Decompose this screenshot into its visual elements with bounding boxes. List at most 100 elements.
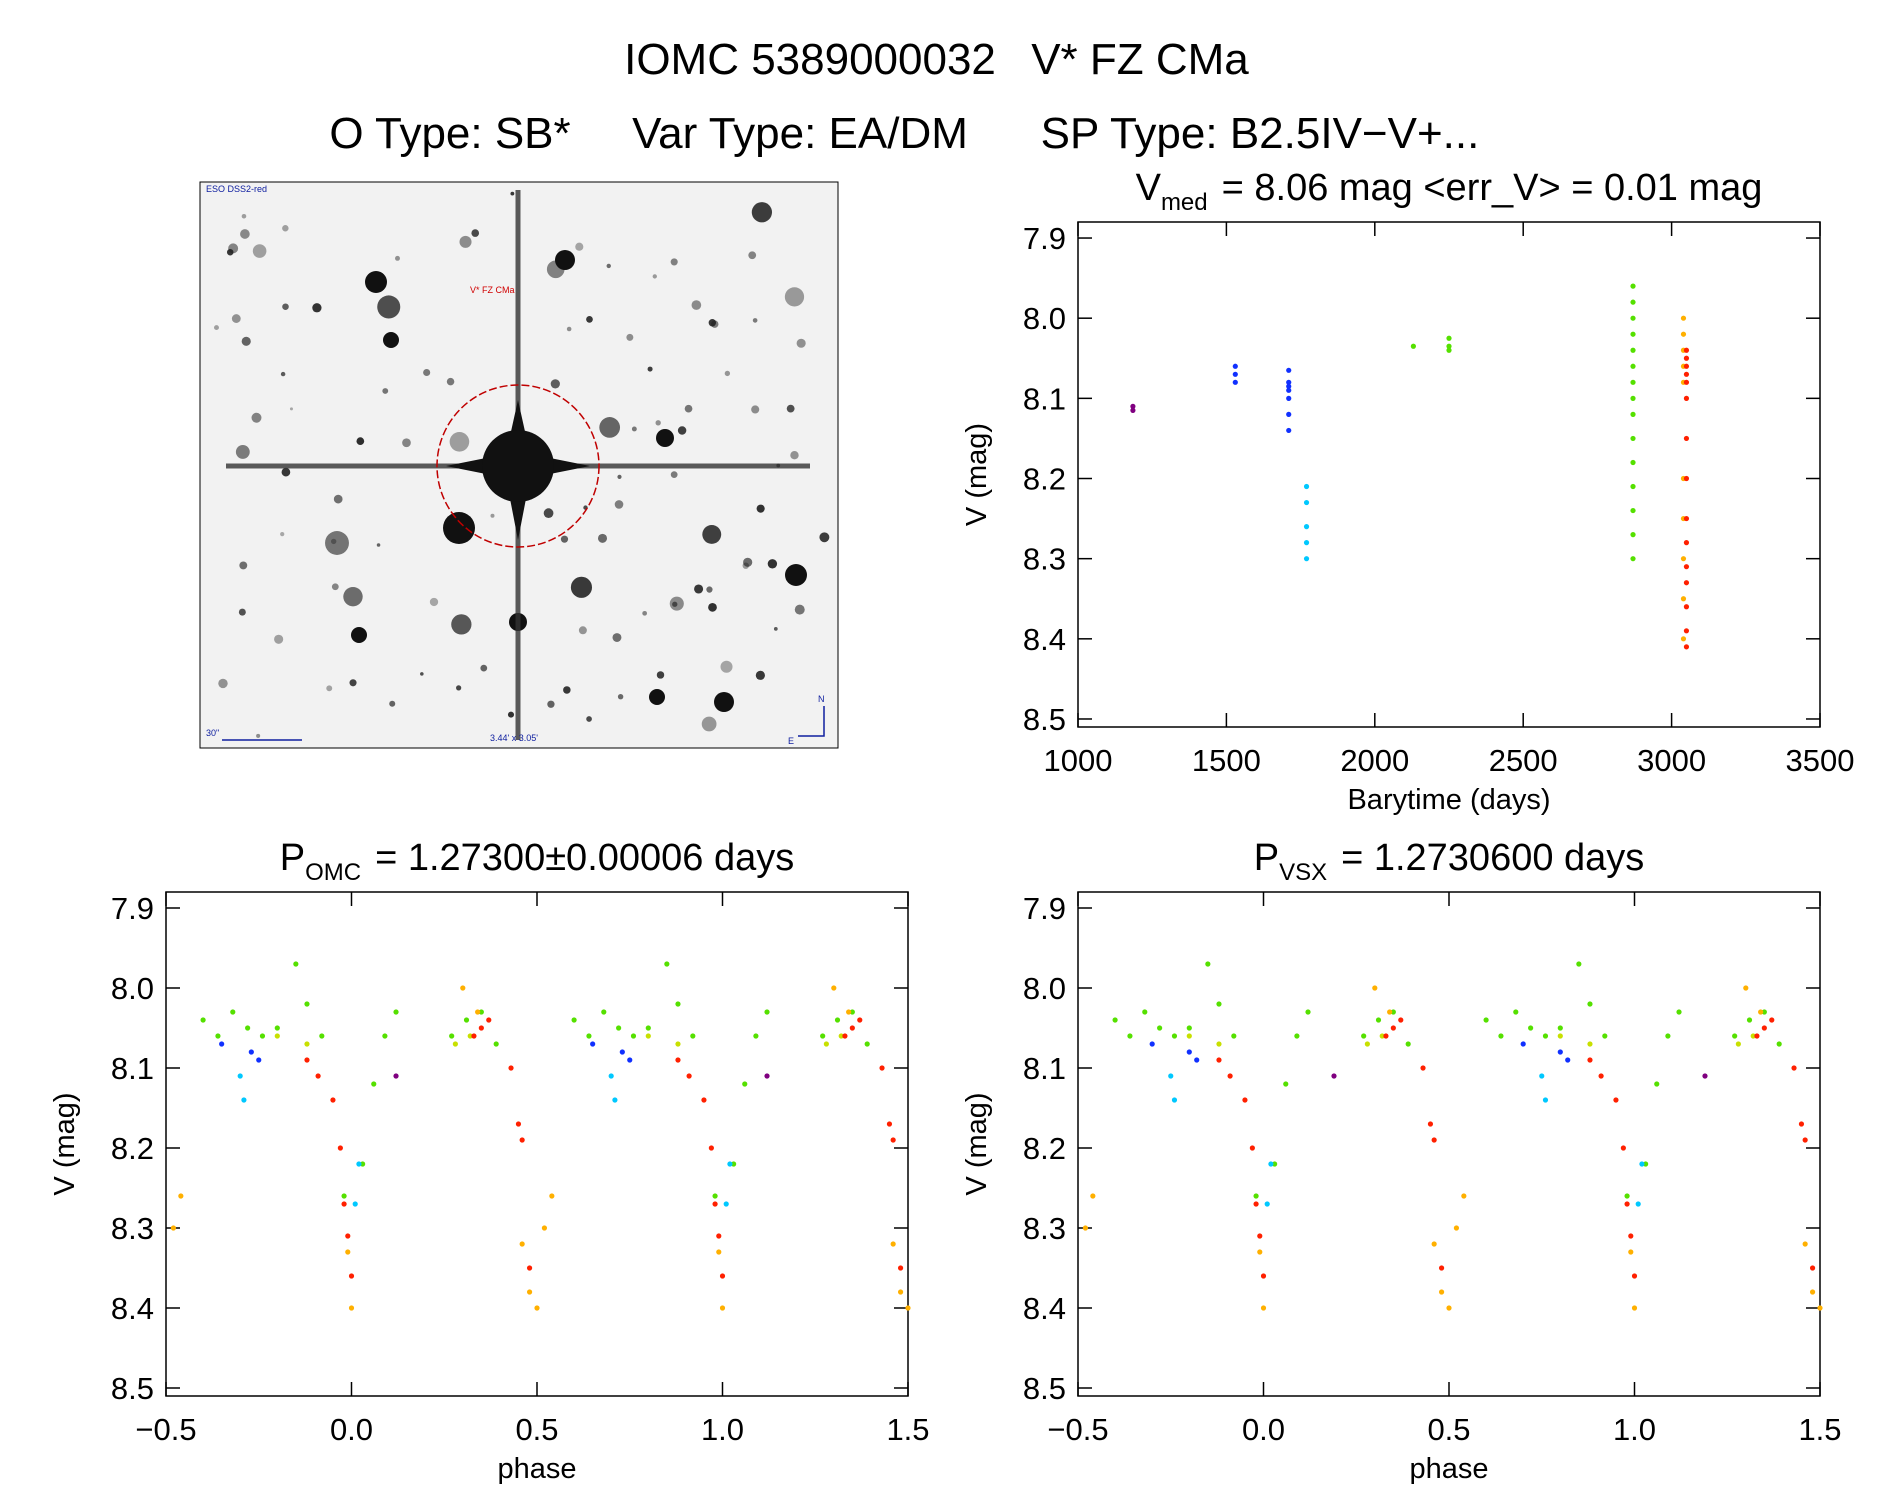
- data-point: [1387, 1009, 1393, 1015]
- star: [677, 426, 687, 435]
- data-point: [1427, 1121, 1434, 1127]
- star: [550, 379, 560, 389]
- star: [742, 562, 749, 569]
- data-point: [1809, 1265, 1816, 1271]
- star: [231, 314, 241, 323]
- star: [612, 633, 622, 642]
- data-point: [1372, 985, 1378, 991]
- data-point: [345, 1233, 351, 1239]
- data-point: [1630, 379, 1636, 385]
- star: [566, 326, 572, 332]
- data-point: [1587, 1041, 1593, 1047]
- data-point: [612, 1097, 618, 1103]
- data-point: [493, 1041, 499, 1047]
- data-point: [341, 1193, 347, 1199]
- data-point: [1557, 1025, 1563, 1031]
- data-point: [1253, 1193, 1259, 1199]
- data-point: [1628, 1233, 1634, 1239]
- star: [555, 250, 575, 270]
- data-point: [1565, 1057, 1571, 1063]
- star: [228, 243, 239, 254]
- x-tick-label: 1.0: [1613, 1412, 1656, 1447]
- data-point: [1242, 1097, 1248, 1103]
- data-point: [1286, 383, 1292, 389]
- data-point: [352, 1201, 358, 1207]
- data-point: [486, 1017, 492, 1023]
- star: [326, 685, 333, 692]
- data-point: [1446, 335, 1452, 341]
- star: [471, 229, 480, 237]
- data-point: [460, 985, 466, 991]
- data-point: [831, 985, 837, 991]
- data-point: [1680, 331, 1687, 337]
- star: [280, 371, 286, 377]
- data-point: [675, 1001, 681, 1007]
- data-point: [1264, 1201, 1270, 1207]
- chart-panel: PVSX = 1.2730600 days 7.9 8.0 8.1 8.2 8.3 8.4 8.…: [961, 837, 1842, 1485]
- data-point: [241, 1097, 247, 1103]
- data-point: [1227, 1073, 1233, 1079]
- data-point: [1630, 283, 1636, 289]
- data-point: [341, 1201, 347, 1207]
- star: [617, 693, 624, 700]
- star: [563, 686, 571, 694]
- data-point: [1431, 1241, 1437, 1247]
- data-point: [708, 1145, 714, 1151]
- data-point: [1157, 1025, 1163, 1031]
- star: [785, 564, 807, 586]
- chart-title: POMC = 1.27300±0.00006 days: [280, 837, 795, 886]
- star: [507, 711, 515, 718]
- star: [451, 614, 472, 635]
- data-point: [1680, 636, 1687, 642]
- data-point: [526, 1289, 533, 1295]
- star: [626, 333, 634, 341]
- data-point: [1761, 1025, 1767, 1031]
- data-point: [1809, 1289, 1816, 1295]
- north-label: N: [818, 694, 825, 704]
- y-tick-label: 8.4: [111, 1291, 154, 1326]
- star: [570, 576, 593, 598]
- y-tick-label: 8.0: [111, 971, 154, 1006]
- data-point: [1630, 532, 1636, 538]
- data-point: [475, 1009, 481, 1015]
- data-point: [701, 1097, 707, 1103]
- data-point: [664, 961, 670, 967]
- data-point: [1802, 1137, 1808, 1143]
- data-point: [1630, 395, 1636, 401]
- star: [790, 451, 799, 460]
- data-point: [519, 1241, 525, 1247]
- star: [312, 303, 322, 313]
- star: [720, 660, 733, 673]
- y-tick-label: 8.5: [111, 1371, 154, 1406]
- data-point: [849, 1025, 855, 1031]
- star: [706, 586, 713, 593]
- data-point: [1253, 1201, 1259, 1207]
- title-text: = 1.2730600 days: [1341, 837, 1644, 879]
- data-point: [1628, 1249, 1634, 1255]
- data-point: [1587, 1001, 1593, 1007]
- star: [214, 325, 219, 331]
- data-point: [1260, 1305, 1267, 1311]
- star: [252, 244, 267, 258]
- data-point: [1683, 371, 1690, 377]
- star: [691, 300, 702, 310]
- target-star-core: [482, 430, 554, 502]
- data-point: [846, 1009, 852, 1015]
- data-point: [1613, 1097, 1619, 1103]
- data-point: [716, 1249, 722, 1255]
- star: [280, 532, 285, 537]
- data-point: [519, 1137, 525, 1143]
- y-tick-label: 7.9: [1023, 891, 1066, 926]
- chart-title: Vmed = 8.06 mag <err_V> = 0.01 mag: [1136, 167, 1763, 216]
- y-tick-label: 7.9: [111, 891, 154, 926]
- data-point: [1542, 1033, 1549, 1039]
- data-point: [348, 1305, 355, 1311]
- data-point: [616, 1025, 622, 1031]
- x-tick-label: 3000: [1637, 743, 1706, 778]
- east-label: E: [788, 736, 794, 746]
- star: [331, 583, 339, 591]
- x-axis-label: Barytime (days): [1347, 784, 1550, 816]
- data-point: [1260, 1273, 1267, 1279]
- data-point: [170, 1225, 177, 1231]
- data-point: [619, 1049, 625, 1055]
